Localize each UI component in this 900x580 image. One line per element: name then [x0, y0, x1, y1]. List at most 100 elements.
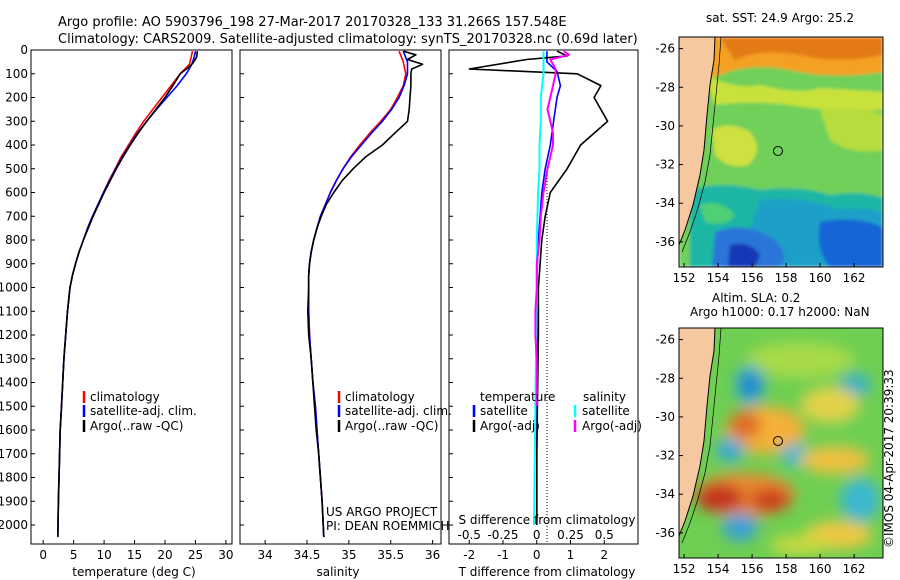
temperature-plot-frame [30, 49, 233, 545]
map-lon-label: 158 [775, 271, 798, 285]
depth-tick-label: 1800 [0, 471, 28, 485]
depth-tick-label: 900 [5, 257, 28, 271]
map-lat-label: -30 [655, 410, 675, 424]
map-lon-label: 152 [673, 562, 696, 576]
legend-temp-argo: Argo(-adj) [480, 419, 540, 433]
sla-map [679, 328, 883, 558]
depth-tick-label: 1900 [0, 494, 28, 508]
salinity-series [306, 50, 424, 537]
legend-temp-satellite: satellite [480, 404, 528, 418]
difference-top-tick-label: -0.5 [458, 528, 481, 542]
map-lon-label: 160 [809, 562, 832, 576]
sst-map-title: sat. SST: 24.9 Argo: 25.2 [706, 11, 854, 25]
depth-tick-label: 1100 [0, 304, 28, 318]
depth-tick-label: 800 [5, 233, 28, 247]
difference-top-tick-label: -0.25 [487, 528, 518, 542]
salinity-x-tick-label: 36 [425, 548, 440, 562]
map-lat-label: -32 [655, 158, 675, 172]
difference-x-axis: -2 -1 0 1 2 -0.5 -0.25 0 0.25 0.5 [449, 49, 614, 562]
sla-map-title1: Altim. SLA: 0.2 [712, 291, 800, 305]
header-line1: Argo profile: AO 5903796_198 27-Mar-2017… [58, 15, 567, 30]
difference-top-tick-label: 0.25 [557, 528, 584, 542]
temperature-line-satellite-adj-clim [57, 51, 197, 537]
legend-label-climatology: climatology [90, 390, 160, 404]
salinity-plot-frame [239, 49, 442, 545]
salinity-x-tick-label: 35.5 [377, 548, 404, 562]
legend-label-argo: Argo(..raw -QC) [345, 419, 438, 433]
salinity-line-argo-raw-qc [306, 50, 424, 537]
depth-tick-label: 200 [5, 91, 28, 105]
temperature-series [57, 51, 199, 537]
legend-label-argo: Argo(..raw -QC) [90, 419, 183, 433]
map-lon-label: 154 [707, 562, 730, 576]
depth-tick-label: 1200 [0, 328, 28, 342]
salinity-line-climatology [307, 50, 407, 537]
depth-tick-label: 0 [20, 43, 28, 57]
depth-tick-label: 1700 [0, 447, 28, 461]
map-lon-label: 162 [843, 271, 866, 285]
temperature-x-tick-label: 30 [218, 548, 233, 562]
salinity-x-tick-label: 34.5 [294, 548, 321, 562]
difference-x-tick-label: -1 [497, 548, 509, 562]
legend-temperature-heading: temperature [480, 390, 555, 404]
depth-axis: 0 100 200 300 400 500 600 700 800 900 1000 1100 1200… [0, 43, 35, 532]
map-lon-label: 156 [741, 271, 764, 285]
depth-tick-label: 100 [5, 67, 28, 81]
temperature-x-axis: 0 5 10 15 20 25 30 [39, 540, 234, 562]
sla-map-axes: -26 -28 -30 -32 -34 -36 152 154 156 158 160 162 [655, 333, 865, 576]
legend-label-satellite: satellite-adj. clim. [345, 404, 452, 418]
difference-xlabel: T difference from climatology [458, 565, 636, 579]
map-lon-label: 160 [809, 271, 832, 285]
header-line2: Climatology: CARS2009. Satellite-adjuste… [58, 32, 638, 47]
temperature-xlabel: temperature (deg C) [72, 565, 195, 579]
difference-top-tick-label: 0.5 [595, 528, 614, 542]
credit-line2: PI: DEAN ROEMMICH [326, 519, 449, 533]
map-lat-label: -36 [655, 526, 675, 540]
salinity-legend: climatology satellite-adj. clim. Argo(..… [337, 390, 452, 433]
sla-float-marker [773, 436, 783, 446]
sst-map [679, 37, 883, 267]
difference-line-salinity-argo-adj [534, 50, 571, 407]
depth-tick-label: 1300 [0, 352, 28, 366]
difference-series [468, 50, 609, 526]
map-lon-label: 154 [707, 271, 730, 285]
map-lat-label: -26 [655, 333, 675, 347]
map-lat-label: -28 [655, 80, 675, 94]
depth-tick-label: 1000 [0, 281, 28, 295]
temperature-x-tick-label: 10 [96, 548, 111, 562]
salinity-xlabel: salinity [316, 565, 359, 579]
salinity-x-axis: 34 34.5 35 35.5 36 [240, 49, 440, 562]
depth-tick-label: 2000 [0, 518, 28, 532]
sst-map-frame [678, 36, 884, 268]
difference-x-tick-label: 1 [567, 548, 575, 562]
map-lat-label: -36 [655, 235, 675, 249]
difference-top-xlabel: S difference from climatology [459, 513, 636, 527]
legend-sal-satellite: satellite [582, 404, 630, 418]
map-lon-label: 158 [775, 562, 798, 576]
sst-float-marker [773, 146, 783, 156]
legend-salinity-heading: salinity [583, 390, 626, 404]
map-lon-label: 152 [673, 271, 696, 285]
difference-x-tick-label: 2 [600, 548, 608, 562]
salinity-x-tick-label: 34 [257, 548, 272, 562]
depth-tick-label: 1400 [0, 376, 28, 390]
depth-tick-label: 300 [5, 114, 28, 128]
temperature-x-tick-label: 15 [127, 548, 142, 562]
map-lat-label: -26 [655, 42, 675, 56]
temperature-x-tick-label: 20 [157, 548, 172, 562]
temperature-x-tick-label: 0 [39, 548, 47, 562]
map-lat-label: -30 [655, 119, 675, 133]
difference-legend: temperature salinity satellite Argo(-adj… [472, 390, 642, 433]
difference-line-temperature-argo-adj [468, 50, 609, 525]
map-lat-label: -32 [655, 449, 675, 463]
map-lat-label: -34 [655, 487, 675, 501]
depth-tick-label: 700 [5, 209, 28, 223]
depth-tick-label: 1500 [0, 399, 28, 413]
temperature-line-climatology [57, 51, 194, 537]
temperature-x-tick-label: 25 [188, 548, 203, 562]
map-lon-label: 156 [741, 562, 764, 576]
legend-sal-argo: Argo(-adj) [582, 419, 642, 433]
temperature-line-argo-raw-qc [57, 51, 199, 537]
difference-plot-frame [448, 49, 639, 545]
